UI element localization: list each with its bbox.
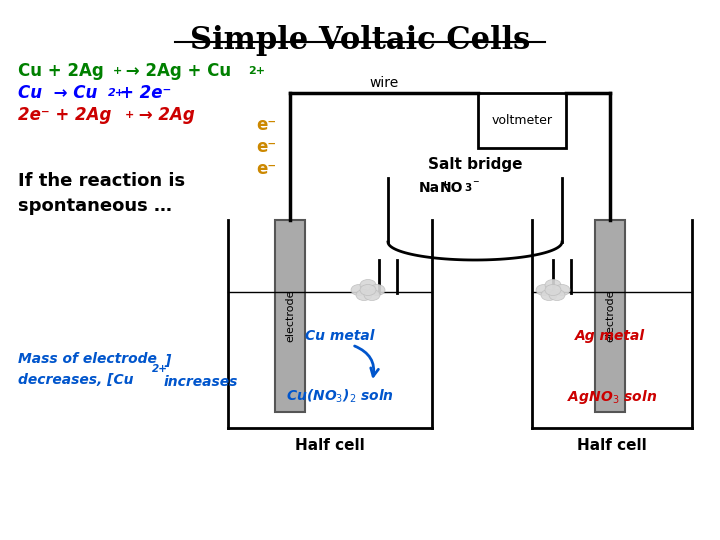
Bar <box>275 220 305 412</box>
Text: Cu + 2Ag: Cu + 2Ag <box>18 62 104 80</box>
Text: Ag metal: Ag metal <box>575 329 645 343</box>
Ellipse shape <box>541 289 557 300</box>
Text: → 2Ag + Cu: → 2Ag + Cu <box>120 62 231 80</box>
Text: electrode: electrode <box>285 290 295 342</box>
Text: NO: NO <box>439 181 463 195</box>
Text: +: + <box>113 66 122 76</box>
Ellipse shape <box>536 285 552 295</box>
Text: e⁻: e⁻ <box>256 160 276 178</box>
Text: + 2e⁻: + 2e⁻ <box>120 84 171 102</box>
Text: 2e⁻ + 2Ag: 2e⁻ + 2Ag <box>18 106 112 124</box>
Ellipse shape <box>369 285 385 295</box>
Ellipse shape <box>360 280 376 291</box>
Text: wire: wire <box>369 76 399 90</box>
Text: e⁻: e⁻ <box>256 138 276 156</box>
Text: Half cell: Half cell <box>295 438 365 453</box>
Ellipse shape <box>360 285 376 295</box>
Text: Mass of electrode
decreases, [Cu: Mass of electrode decreases, [Cu <box>18 352 157 387</box>
Ellipse shape <box>356 289 372 300</box>
Text: AgNO$_3$ soln: AgNO$_3$ soln <box>567 388 657 406</box>
Ellipse shape <box>545 280 561 291</box>
Ellipse shape <box>351 285 367 295</box>
Text: If the reaction is
spontaneous …: If the reaction is spontaneous … <box>18 172 185 215</box>
Ellipse shape <box>549 289 565 300</box>
Text: Simple Voltaic Cells: Simple Voltaic Cells <box>190 25 530 56</box>
Text: Cu(NO$_3$)$_2$ soln: Cu(NO$_3$)$_2$ soln <box>286 388 394 406</box>
Bar <box>478 93 566 148</box>
Text: 2+: 2+ <box>152 364 168 374</box>
Text: voltmeter: voltmeter <box>492 114 552 127</box>
Ellipse shape <box>554 285 570 295</box>
Text: +: + <box>441 180 450 190</box>
Text: 2+: 2+ <box>248 66 265 76</box>
Text: → 2Ag: → 2Ag <box>133 106 194 124</box>
Text: electrode: electrode <box>605 290 615 342</box>
Text: 3: 3 <box>464 183 472 193</box>
Text: Cu  → Cu: Cu → Cu <box>18 84 97 102</box>
Text: e⁻: e⁻ <box>256 116 276 134</box>
Text: Na: Na <box>419 181 440 195</box>
Text: Salt bridge: Salt bridge <box>428 157 522 172</box>
Text: Cu metal: Cu metal <box>305 329 374 343</box>
Bar <box>595 220 625 412</box>
Ellipse shape <box>364 289 380 300</box>
Ellipse shape <box>545 285 561 295</box>
Text: ]
increases: ] increases <box>164 354 238 389</box>
FancyArrowPatch shape <box>354 346 379 376</box>
Text: Half cell: Half cell <box>577 438 647 453</box>
Text: +: + <box>125 110 135 120</box>
Text: 2+: 2+ <box>108 88 125 98</box>
Text: ⁻: ⁻ <box>472 179 479 192</box>
